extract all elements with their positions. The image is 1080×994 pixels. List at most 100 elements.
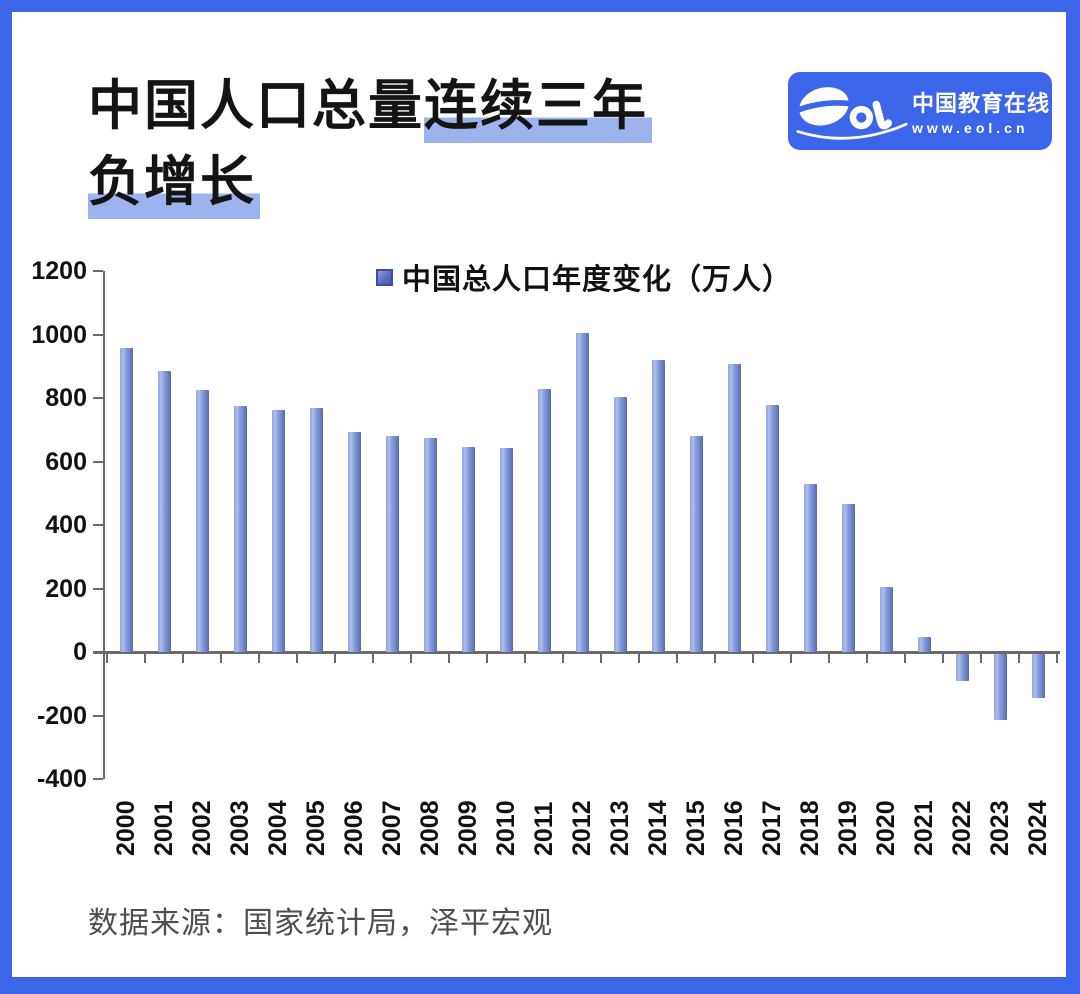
bar-2009 [461, 446, 475, 652]
x-axis-label: 2001 [150, 800, 178, 856]
x-tick-mark [600, 654, 602, 663]
bar-2002 [195, 389, 209, 652]
chart-legend: 中国总人口年度变化（万人） [376, 256, 792, 298]
y-tick-label: -400 [36, 765, 87, 793]
y-tick-mark [93, 778, 103, 780]
bar-2008 [423, 438, 437, 652]
x-axis-label: 2011 [530, 801, 558, 856]
title-line-1: 中国人口总量连续三年 [88, 76, 652, 143]
bar-2000 [119, 348, 133, 652]
bar-2005 [309, 408, 323, 652]
y-tick-label: 200 [45, 574, 87, 603]
x-axis-label: 2006 [340, 800, 368, 856]
y-tick-label: 0 [73, 638, 87, 666]
eol-logo-icon [796, 87, 908, 140]
x-tick-mark [410, 654, 412, 663]
bar-2003 [233, 406, 247, 652]
x-tick-mark [676, 654, 678, 663]
x-axis-label: 2024 [1024, 800, 1052, 856]
x-axis-label: 2021 [910, 800, 938, 856]
x-tick-mark [1056, 654, 1058, 663]
bar-2011 [537, 389, 551, 652]
y-axis-line [103, 271, 105, 779]
bar-2015 [689, 436, 703, 652]
bar-2006 [347, 432, 361, 652]
y-tick-label: 800 [45, 384, 87, 412]
x-axis-label: 2007 [378, 800, 406, 856]
title-line-2: 负增长 [88, 152, 260, 219]
x-tick-mark [220, 654, 222, 663]
x-axis-label: 2016 [720, 800, 748, 856]
data-source-note: 数据来源：国家统计局，泽平宏观 [88, 907, 553, 940]
x-axis-line [93, 651, 1060, 654]
bar-2019 [841, 503, 855, 652]
y-tick-mark [93, 587, 103, 590]
bar-2021 [917, 636, 931, 652]
x-axis-label: 2009 [454, 800, 482, 856]
logo-org-name: 中国教育在线 [912, 91, 1051, 116]
y-tick-label: 400 [45, 511, 87, 539]
x-axis-label: 2004 [264, 800, 292, 856]
y-tick-mark [93, 714, 103, 717]
x-axis-label: 2010 [492, 800, 520, 856]
x-tick-mark [1018, 654, 1020, 663]
x-tick-mark [942, 654, 944, 663]
x-axis-label: 2003 [226, 800, 254, 856]
bar-2012 [575, 332, 589, 652]
x-tick-mark [752, 654, 754, 663]
bar-2010 [499, 448, 513, 652]
x-axis-label: 2019 [834, 800, 862, 856]
logo-text-block: 中国教育在线 www.eol.cn [912, 86, 1050, 136]
bar-2007 [385, 435, 399, 652]
x-tick-mark [106, 654, 108, 663]
bar-2022 [955, 654, 969, 681]
x-tick-mark [144, 654, 146, 663]
x-axis-label: 2000 [112, 800, 140, 856]
legend-label: 中国总人口年度变化（万人） [402, 262, 793, 296]
y-tick-mark [93, 333, 103, 336]
title-plain-text: 中国人口总量 [88, 76, 424, 136]
y-tick-mark [93, 270, 103, 272]
title-highlighted-text-2: 负增长 [88, 152, 260, 219]
bar-2017 [765, 404, 779, 652]
y-tick-label: -200 [36, 701, 87, 730]
x-axis-label: 2002 [188, 800, 216, 856]
x-tick-mark [980, 654, 982, 663]
eol-logo-badge: 中国教育在线 www.eol.cn [788, 72, 1052, 150]
logo-url: www.eol.cn [912, 120, 1029, 136]
bar-2013 [613, 396, 627, 652]
x-tick-mark [486, 654, 488, 663]
x-axis-label: 2008 [416, 800, 444, 856]
x-tick-mark [904, 654, 906, 663]
bar-2024 [1031, 654, 1045, 699]
x-tick-mark [714, 654, 716, 663]
x-tick-mark [562, 654, 564, 663]
x-tick-mark [638, 654, 640, 663]
y-tick-mark [93, 397, 103, 399]
bar-2023 [993, 654, 1007, 721]
page-title: 中国人口总量连续三年 负增长 [88, 68, 652, 220]
x-axis-label: 2012 [568, 800, 596, 856]
x-tick-mark [372, 654, 374, 663]
bar-2001 [157, 371, 171, 652]
title-highlighted-text-1: 连续三年 [424, 76, 652, 143]
x-axis-label: 2015 [682, 800, 710, 856]
x-tick-mark [334, 654, 336, 663]
x-axis-label: 2020 [872, 800, 900, 856]
bar-2018 [803, 483, 817, 652]
x-axis-label: 2022 [948, 800, 976, 856]
x-tick-mark [524, 654, 526, 663]
x-tick-mark [296, 654, 298, 663]
legend-marker-icon [376, 268, 393, 286]
x-tick-mark [866, 654, 868, 663]
bar-2004 [271, 410, 285, 652]
x-axis-label: 2014 [644, 800, 672, 856]
x-tick-mark [258, 654, 260, 663]
x-axis-label: 2018 [796, 800, 824, 856]
y-tick-mark [93, 524, 103, 526]
x-tick-mark [790, 654, 792, 663]
bar-2020 [879, 587, 893, 652]
x-axis-label: 2023 [986, 800, 1014, 856]
